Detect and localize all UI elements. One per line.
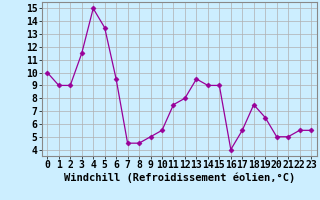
X-axis label: Windchill (Refroidissement éolien,°C): Windchill (Refroidissement éolien,°C) (64, 173, 295, 183)
